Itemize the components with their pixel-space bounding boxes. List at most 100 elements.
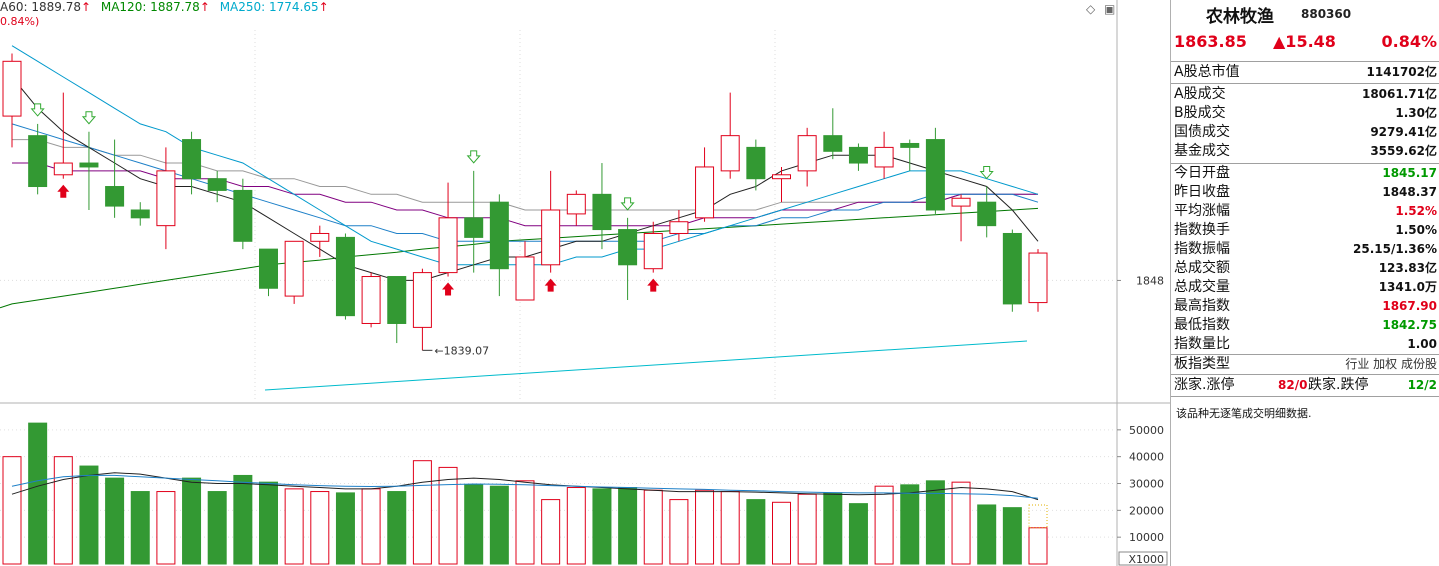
volume-bar [900,484,920,565]
candle [259,248,278,289]
candle [105,186,125,207]
candle [412,272,432,328]
kline-chart-area[interactable]: 50000 40000 30000 20000 10000 X1000 1848 ←1839.… [0,0,1170,566]
stat-label: 昨日收盘 [1174,184,1230,200]
volume-bar [259,481,278,565]
kline-chart[interactable]: 50000 40000 30000 20000 10000 X1000 1848 ←1839.… [0,0,1170,566]
low-price-label: ←1839.07 [434,344,489,357]
volume-tick-label: 50000 [1129,424,1164,437]
volume-bar [823,492,843,565]
stat-row: 总成交额 123.83亿 [1171,259,1439,278]
turnover-row: 国债成交 9279.41亿 [1171,123,1439,142]
candle [1002,232,1022,305]
candle [823,135,843,152]
stat-value: 1848.37 [1382,185,1437,199]
volume-bar [925,480,945,565]
divider [1171,354,1439,355]
ma250-label: MA250: 1774.65 [219,0,319,14]
stat-label: 今日开盘 [1174,165,1230,181]
volume-tick-label: 20000 [1129,504,1164,517]
divider [1171,396,1439,397]
volume-bar [438,466,458,565]
stat-label: 总成交额 [1174,260,1230,276]
sell-signal-icon [620,197,635,211]
candle [720,135,740,172]
candle [156,170,176,227]
stat-label: 指数量比 [1174,336,1230,352]
ma-legend: A60: 1889.78↑ MA120: 1887.78↑ MA250: 177… [0,0,335,15]
index-type-value[interactable]: 行业 加权 成份股 [1345,357,1437,371]
volume-bar [233,474,253,565]
stat-value: 1867.90 [1382,299,1437,313]
candle [79,162,99,168]
turnover-label: B股成交 [1174,105,1226,121]
candle [233,189,253,242]
stat-label: 总成交量 [1174,279,1230,295]
volume-bar [79,465,99,565]
volume-bar [618,487,638,565]
volume-bar [1028,527,1048,565]
stat-row: 最高指数 1867.90 [1171,297,1439,316]
candle [310,232,330,242]
quote-panel: 农林牧渔 880360 1863.85 ▲15.48 0.84% A股总市值 1… [1170,0,1439,566]
volume-estimate [1028,504,1048,529]
legend-change-pct: 0.84%) [0,15,40,28]
candle [284,240,304,297]
volume-bar [489,485,509,565]
stat-value: 1341.0万 [1378,280,1437,294]
volume-unit-box [1118,551,1168,566]
turnover-value: 9279.41亿 [1370,125,1437,139]
divider [1171,61,1439,62]
volume-bar [1002,507,1022,565]
candle [925,139,945,211]
volume-tick-label: 10000 [1129,531,1164,544]
stat-row: 最低指数 1842.75 [1171,316,1439,335]
updown-row: 涨家.涨停 82/0 跌家.跌停 12/2 [1171,376,1439,395]
buy-signal-icon [57,184,70,198]
candle [387,276,407,324]
turnover-row: 基金成交 3559.62亿 [1171,142,1439,161]
stat-row: 指数振幅 25.15/1.36% [1171,240,1439,259]
rise-value: 82/0 [1278,378,1308,392]
volume-bar [797,493,817,565]
candle [489,201,509,270]
volume-bar [772,501,791,565]
rise-label: 涨家.涨停 [1174,377,1235,393]
turnover-value: 1.30亿 [1395,106,1437,120]
candle [977,201,997,227]
candle [772,174,791,180]
candle [1028,252,1048,304]
market-cap-label: A股总市值 [1174,64,1240,80]
volume-bar [156,491,176,565]
candle [618,229,638,266]
candle [746,146,766,180]
volume-bar [412,460,432,565]
candle [515,256,535,301]
window-icon[interactable]: ▣ [1104,2,1116,16]
candle [335,236,355,317]
stat-label: 平均涨幅 [1174,203,1230,219]
candle [566,193,586,215]
divider [1171,374,1439,375]
volume-bar [720,491,740,565]
candle [438,217,458,274]
volume-bar [592,488,612,565]
index-type-label: 板指类型 [1174,356,1230,372]
volume-bar [284,488,304,565]
candle [207,178,227,191]
volume-bar [541,499,561,565]
stat-value: 1842.75 [1382,318,1437,332]
volume-bar [566,487,586,565]
ma60-arrow-icon: ↑ [80,0,92,14]
diamond-icon[interactable]: ◇ [1086,2,1096,16]
candle [28,135,48,188]
volume-bar [515,480,535,565]
volume-bar [361,488,381,565]
price-change-pct: 0.84% [1381,32,1437,51]
buy-signal-icon [442,282,455,296]
turnover-label: 基金成交 [1174,143,1230,159]
candle [361,276,381,324]
candle [797,135,817,172]
fall-value: 12/2 [1407,378,1437,392]
volume-bar [643,489,663,565]
